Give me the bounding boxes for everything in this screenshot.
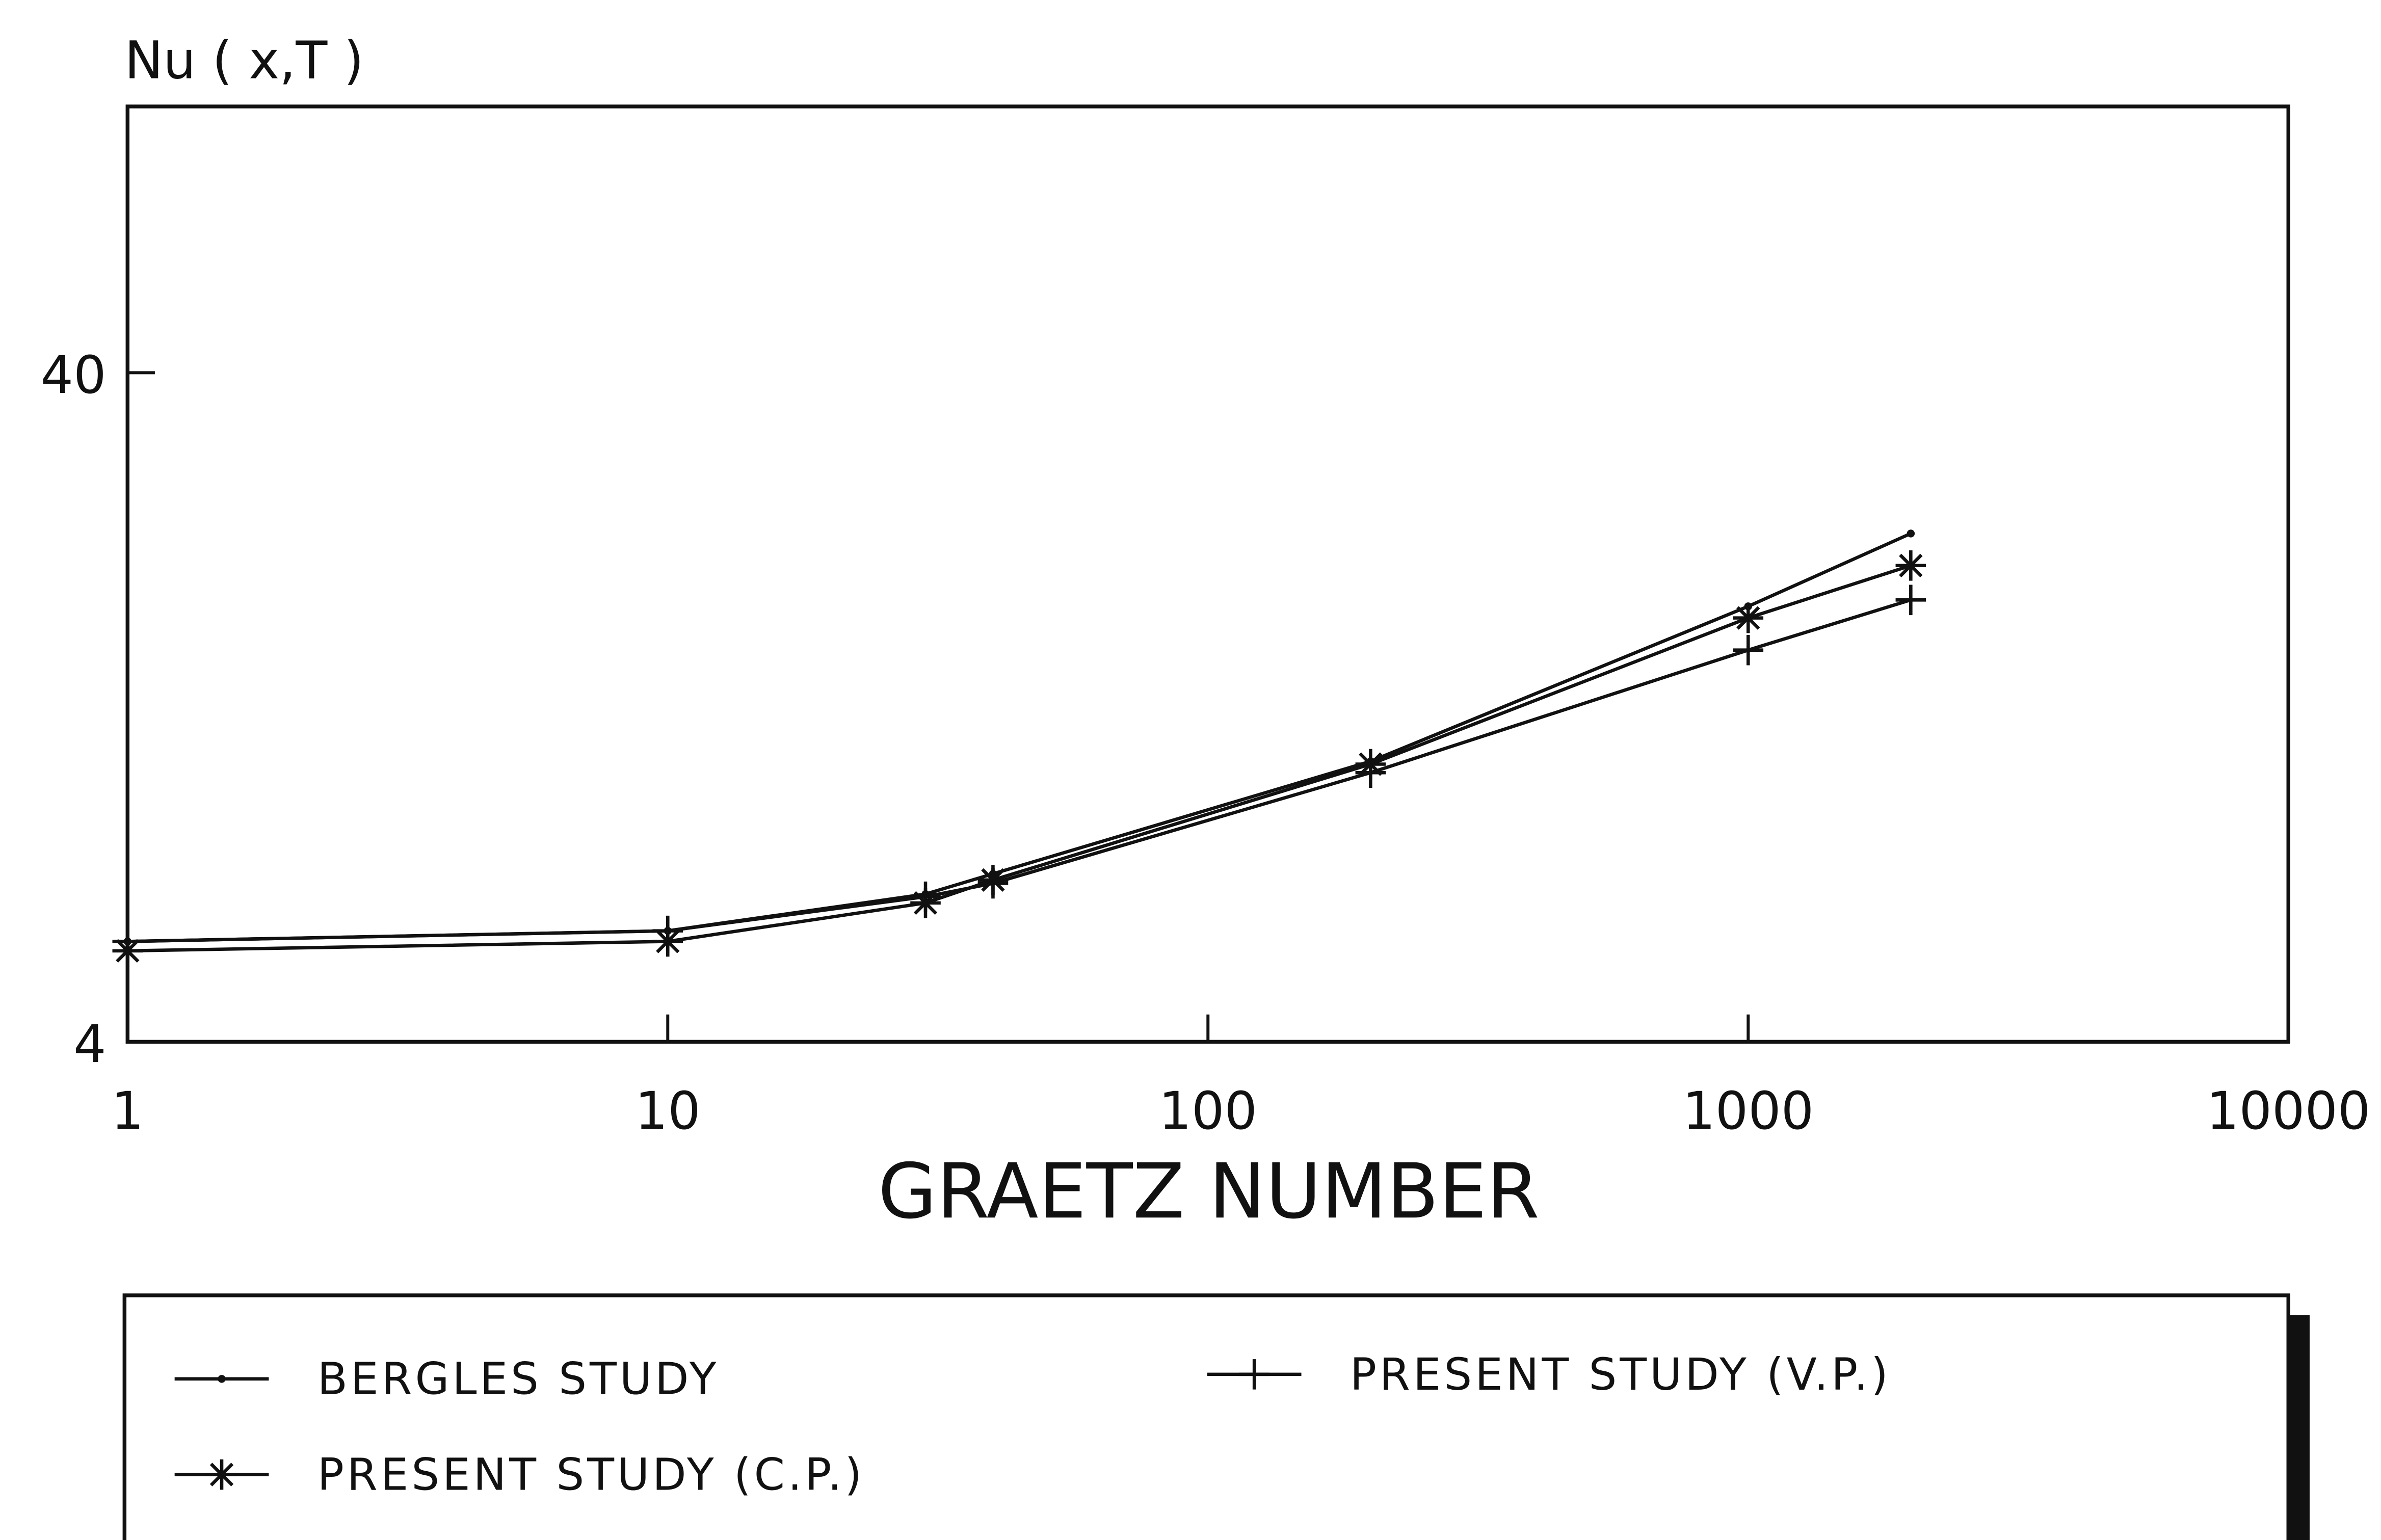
marker-stroke: [981, 868, 1005, 892]
marker-star: [1895, 550, 1926, 581]
marker-stroke: [116, 939, 140, 963]
marker-plus: [1239, 1359, 1269, 1390]
marker-plus: [1895, 585, 1926, 616]
marker-star: [206, 1459, 237, 1490]
marker-star: [1733, 602, 1764, 633]
x-tick-label: 1: [111, 1081, 144, 1141]
x-tick-label: 100: [1159, 1081, 1257, 1141]
y-tick-label: 4: [73, 1014, 106, 1074]
series-line: [127, 532, 1912, 943]
marker-stroke: [1736, 606, 1760, 630]
marker-stroke: [656, 930, 680, 953]
marker-stroke: [209, 1463, 234, 1486]
x-axis-title: GRAETZ NUMBER: [878, 1148, 1540, 1236]
y-axis-title: Nu ( x,T ): [124, 30, 364, 90]
marker-dot: [218, 1375, 226, 1383]
marker-stroke: [1899, 553, 1923, 577]
y-tick-label: 40: [41, 345, 107, 405]
series-line: [127, 564, 1912, 953]
marker-stroke: [1359, 752, 1383, 776]
plot-frame: [125, 104, 2290, 1044]
marker-dot: [218, 1375, 226, 1383]
legend-label: PRESENT STUDY (C.P.): [318, 1449, 865, 1500]
marker-star: [1355, 749, 1386, 780]
x-tick-label: 1000: [1682, 1081, 1814, 1141]
marker-star: [910, 888, 941, 918]
marker-star: [977, 865, 1009, 895]
legend-shadow: [2288, 1315, 2310, 1540]
marker-star: [652, 926, 683, 957]
x-tick-label: 10: [635, 1081, 701, 1141]
legend-frame: [122, 1293, 2290, 1540]
legend-label: BERGLES STUDY: [318, 1354, 720, 1405]
legend-label: PRESENT STUDY (V.P.): [1350, 1349, 1891, 1400]
marker-plus: [1733, 634, 1764, 666]
marker-dot: [1907, 529, 1915, 538]
marker-stroke: [913, 891, 938, 915]
marker-dot: [1907, 529, 1915, 538]
x-tick-label: 10000: [2206, 1081, 2370, 1141]
marker-star: [112, 936, 143, 966]
legend: BERGLES STUDY PRESENT STUDY (V.P.) PRESENT…: [122, 1293, 2310, 1540]
